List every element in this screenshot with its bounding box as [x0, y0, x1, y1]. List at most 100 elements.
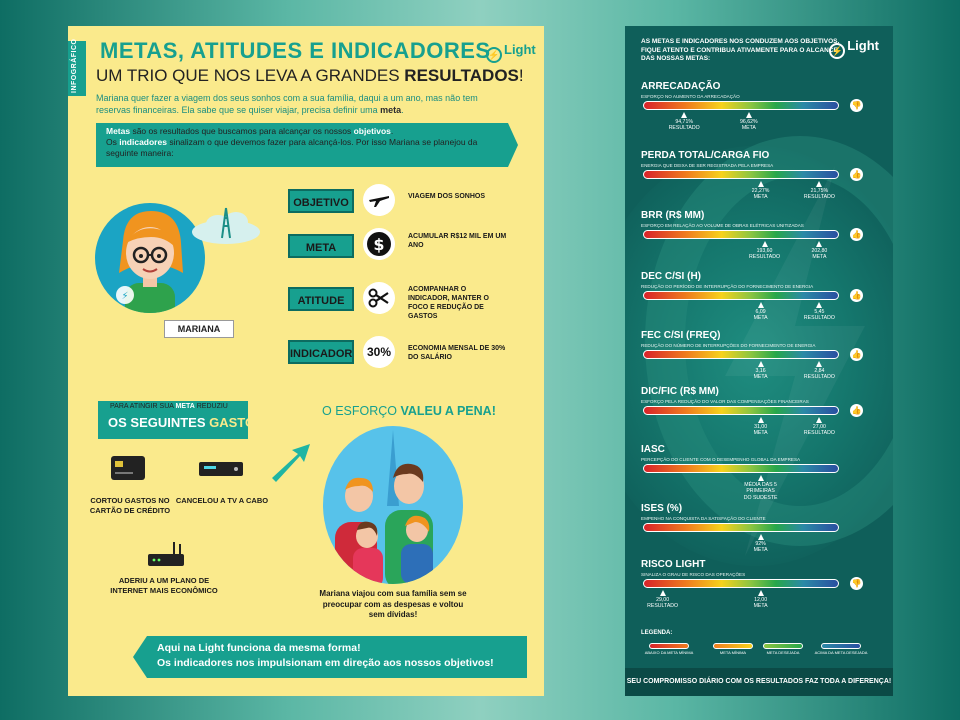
cut-caption-credit-card: CORTOU GASTOS NO CARTÃO DE CRÉDITO [89, 496, 171, 515]
legend-swatch [713, 643, 753, 649]
legend-swatch [649, 643, 689, 649]
row-objetivo-label: OBJETIVO [288, 189, 354, 213]
indicator-gauge-bar [643, 291, 839, 300]
indicator-gauge-bar [643, 350, 839, 359]
family-caption: Mariana viajou com sua família sem se pr… [319, 589, 467, 619]
thumbs-down-icon: 👎 [850, 99, 863, 112]
marker-label: DO SUDESTE [743, 494, 778, 501]
page-subtitle: UM TRIO QUE NOS LEVA A GRANDES RESULTADO… [96, 66, 524, 86]
thumbs-up-icon: 👍 [850, 228, 863, 241]
bottom-banner-arrow [133, 636, 147, 678]
credit-card-icon [110, 454, 146, 487]
marker-value: 31,00 [754, 424, 768, 430]
marker-label: RESULTADO [803, 374, 835, 381]
scissors-icon [363, 282, 395, 314]
percent-icon: 30% [363, 336, 395, 368]
gastos-big-accent: GASTOS [209, 415, 264, 430]
thumbs-up-icon: 👍 [850, 289, 863, 302]
infografico-tab-label: INFOGRÁFICO [71, 38, 78, 94]
intro-post: . [401, 105, 404, 115]
indicator-title: ISES (%) [641, 503, 683, 514]
marker-value: 21,75% [810, 188, 829, 194]
marker-value: MÉDIA DAS 5 PRIMEIRAS [744, 482, 777, 495]
family-illustration [323, 426, 463, 584]
mariana-avatar: ⚡ [95, 203, 205, 313]
indicator-subtitle: REDUÇÃO DO PERÍODO DE INTERRUPÇÃO DO FOR… [641, 284, 814, 289]
indicator-subtitle: SINALIZA O GRAU DE RISCO DAS OPERAÇÕES [641, 572, 746, 577]
legend-label: META DESEJADA [766, 650, 800, 655]
indicator-marker [757, 181, 764, 187]
indicator-marker-label: 2,84 RESULTADO [794, 368, 844, 381]
marker-label: RESULTADO [803, 194, 835, 201]
thumbs-up-icon: 👍 [850, 168, 863, 181]
indicator-gauge-bar [643, 406, 839, 415]
gastos-small: PARA ATINGIR SUA META REDUZIU [110, 403, 228, 410]
indicator-gauge-bar [643, 523, 839, 532]
indicator-marker-label: 21,75% RESULTADO [794, 188, 844, 201]
indicator-marker-label: 22,27% META [736, 188, 786, 201]
indicator-marker-label: 27,00 RESULTADO [794, 424, 844, 437]
indicator-marker-label: 193,60 RESULTADO [740, 248, 790, 261]
bottom-line-2: Os indicadores nos impulsionam em direçã… [157, 657, 494, 669]
marker-value: 29,00 [656, 597, 670, 603]
intro-text: Mariana quer fazer a viagem dos seus son… [96, 92, 506, 116]
infographic-right-panel: AS METAS E INDICADORES NOS CONDUZEM AOS … [625, 26, 893, 696]
indicator-subtitle: ENERGIA QUE DEIXA DE SER REGISTRADA PELA… [641, 163, 774, 168]
light-logo-text: Light [504, 42, 536, 57]
indicator-marker-label: 202,80 META [794, 248, 844, 261]
indicator-subtitle: ESFORÇO EM RELAÇÃO AO VOLUME DE OBRAS EL… [641, 223, 804, 228]
indicator-subtitle: ESFORÇO NO AUMENTO DA ARRECADAÇÃO [641, 94, 740, 99]
legend-swatch [763, 643, 803, 649]
definition-box: Metas são os resultados que buscamos par… [96, 123, 518, 167]
cut-caption-tv: CANCELOU A TV A CABO [175, 496, 269, 505]
indicator-title: FEC C/SI (FREQ) [641, 330, 721, 341]
bottom-banner: Aqui na Light funciona da mesma forma! Os… [133, 636, 527, 678]
intro-bold: meta [380, 105, 402, 115]
marker-label: RESULTADO [749, 254, 780, 261]
lightning-icon: ⚡ [486, 47, 502, 63]
indicator-marker [757, 361, 764, 367]
background-bolt [685, 146, 885, 566]
indicator-title: DEC C/SI (H) [641, 271, 701, 282]
svg-text:⚡: ⚡ [121, 291, 128, 302]
marker-value: 5,45 [814, 309, 825, 315]
dollar-icon: $ [363, 228, 395, 260]
gastos-small-bold: META [175, 403, 195, 410]
marker-value: 193,60 [756, 248, 773, 254]
indicator-gauge-bar [643, 230, 839, 239]
svg-text:$: $ [373, 235, 384, 254]
indicator-marker-label: 92% META [736, 541, 786, 554]
indicator-marker-label: 3,16 META [736, 368, 786, 381]
marker-label: META [753, 547, 768, 554]
indicator-marker-label: 6,09 META [736, 309, 786, 322]
indicator-marker [816, 417, 823, 423]
def-metas: Metas [106, 126, 131, 136]
marker-label: RESULTADO [647, 603, 679, 610]
indicator-marker [757, 417, 764, 423]
gastos-big: OS SEGUINTES GASTOS [108, 415, 264, 430]
light-logo: ⚡ Light [486, 42, 536, 63]
subtitle-pre: UM TRIO QUE NOS LEVA A GRANDES [96, 66, 405, 85]
indicator-gauge-bar [643, 170, 839, 179]
def-indicadores: indicadores [119, 137, 167, 147]
indicator-marker [816, 361, 823, 367]
name-tag: MARIANA [164, 320, 234, 338]
thumbs-up-icon: 👍 [850, 404, 863, 417]
indicator-marker [757, 302, 764, 308]
right-header: AS METAS E INDICADORES NOS CONDUZEM AOS … [641, 38, 840, 62]
indicator-marker [757, 590, 764, 596]
light-logo-right-text: Light [847, 38, 879, 53]
indicator-title: BRR (R$ MM) [641, 210, 705, 221]
infografico-tab: INFOGRÁFICO [68, 38, 86, 96]
def-objetivos: objetivos [353, 126, 391, 136]
indicator-title: DIC/FIC (R$ MM) [641, 386, 719, 397]
right-footer-text: SEU COMPROMISSO DIÁRIO COM OS RESULTADOS… [626, 678, 892, 685]
indicator-marker-label: 94,71% RESULTADO [659, 119, 709, 132]
row-objetivo-desc: VIAGEM DOS SONHOS [408, 193, 486, 200]
marker-label: RESULTADO [803, 315, 835, 322]
marker-label: RESULTADO [668, 125, 700, 132]
def-t1: são os resultados que buscamos para alca… [130, 126, 354, 136]
indicator-title: RISCO LIGHT [641, 559, 706, 570]
right-footer: SEU COMPROMISSO DIÁRIO COM OS RESULTADOS… [625, 668, 893, 696]
lightning-icon-right: ⚡ [829, 43, 846, 59]
